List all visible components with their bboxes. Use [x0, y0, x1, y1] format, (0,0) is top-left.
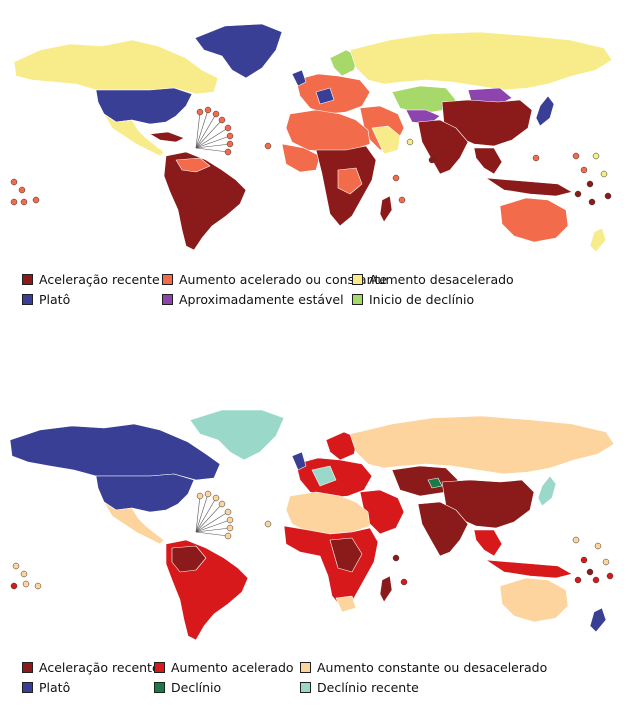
region-indonesia [485, 177, 573, 197]
region-southeast-asia [473, 147, 503, 175]
region-south-america [163, 151, 247, 251]
legend-item-inicio-declinio: Inicio de declínio [352, 292, 474, 307]
region-arabia [371, 125, 401, 155]
legend-label: Aumento acelerado ou constante [179, 272, 388, 287]
legend-swatch [154, 662, 165, 673]
region-japan [535, 95, 555, 127]
legend-label: Aceleração recente [39, 660, 160, 675]
region-north-europe [329, 49, 359, 77]
legend-swatch [22, 274, 33, 285]
legend-item-declinio-recente: Declínio recente [300, 680, 419, 695]
region-east-africa [337, 167, 363, 195]
region-russia [349, 415, 615, 475]
region-europe [295, 73, 371, 115]
legend-label: Aumento constante ou desacelerado [317, 660, 548, 675]
legend-item-aceleracao-recente: Aceleração recente [22, 660, 160, 675]
region-new-zealand [589, 227, 607, 253]
legend-swatch [154, 682, 165, 693]
legend-label: Inicio de declínio [369, 292, 475, 307]
region-north-africa [285, 491, 371, 535]
world-map-1 [0, 10, 628, 260]
region-uk [291, 69, 307, 87]
region-india [417, 501, 469, 557]
legend-swatch [352, 274, 363, 285]
legend-item-plato: Platô [22, 292, 70, 307]
region-uk [291, 451, 307, 471]
legend-map-2: Aceleração recente Aumento acelerado Aum… [22, 660, 612, 700]
region-mexico [103, 501, 165, 545]
legend-label: Platô [39, 292, 71, 307]
legend-map-1: Aceleração recente Aumento acelerado ou … [22, 272, 612, 312]
legend-label: Aumento desacelerado [369, 272, 514, 287]
region-southern-africa [335, 595, 357, 613]
region-india [417, 119, 469, 175]
legend-item-aproximadamente-estavel: Aproximadamente estável [162, 292, 344, 307]
legend-item-declinio: Declínio [154, 680, 221, 695]
region-africa [283, 525, 379, 609]
region-new-zealand [589, 607, 607, 633]
region-madagascar [379, 195, 393, 223]
region-north-africa [285, 109, 371, 153]
legend-item-aumento-desacelerado: Aumento desacelerado [352, 272, 514, 287]
region-greenland [194, 23, 283, 79]
region-australia [499, 197, 569, 243]
region-central-europe [311, 465, 337, 487]
region-caribbean [149, 131, 185, 143]
region-declinio-area [427, 477, 443, 489]
region-madagascar [379, 575, 393, 603]
legend-item-aceleracao-recente: Aceleração recente [22, 272, 160, 287]
legend-label: Aumento acelerado [171, 660, 294, 675]
legend-swatch [22, 662, 33, 673]
island-dots [10, 106, 612, 206]
region-north-europe [325, 431, 359, 461]
legend-label: Aproximadamente estável [179, 292, 344, 307]
legend-swatch [300, 682, 311, 693]
region-central-europe [315, 87, 335, 105]
island-dots [10, 490, 614, 590]
region-mexico [103, 113, 165, 157]
legend-label: Declínio recente [317, 680, 419, 695]
world-map-2 [0, 400, 628, 650]
legend-swatch [162, 294, 173, 305]
legend-swatch [22, 682, 33, 693]
legend-item-aumento-constante-desacelerado: Aumento constante ou desacelerado [300, 660, 547, 675]
region-greenland [189, 409, 285, 461]
legend-label: Platô [39, 680, 71, 695]
legend-label: Aceleração recente [39, 272, 160, 287]
region-russia [349, 31, 613, 91]
legend-item-plato: Platô [22, 680, 70, 695]
legend-swatch [352, 294, 363, 305]
region-venezuela [175, 157, 211, 173]
region-brazil-north [171, 545, 207, 573]
region-japan [537, 475, 557, 507]
region-canada [9, 423, 221, 481]
legend-item-aumento-acelerado: Aumento acelerado [154, 660, 294, 675]
region-australia [499, 577, 569, 623]
region-indonesia [485, 559, 573, 579]
legend-label: Declínio [171, 680, 222, 695]
legend-item-aumento-acelerado-constante: Aumento acelerado ou constante [162, 272, 387, 287]
region-southeast-asia [473, 529, 503, 557]
region-canada [13, 39, 219, 95]
legend-swatch [22, 294, 33, 305]
legend-swatch [300, 662, 311, 673]
region-central-africa [329, 537, 363, 573]
legend-swatch [162, 274, 173, 285]
region-west-africa [281, 143, 321, 173]
caribbean-callout-lines [195, 493, 231, 537]
caribbean-callout-lines [195, 109, 231, 153]
